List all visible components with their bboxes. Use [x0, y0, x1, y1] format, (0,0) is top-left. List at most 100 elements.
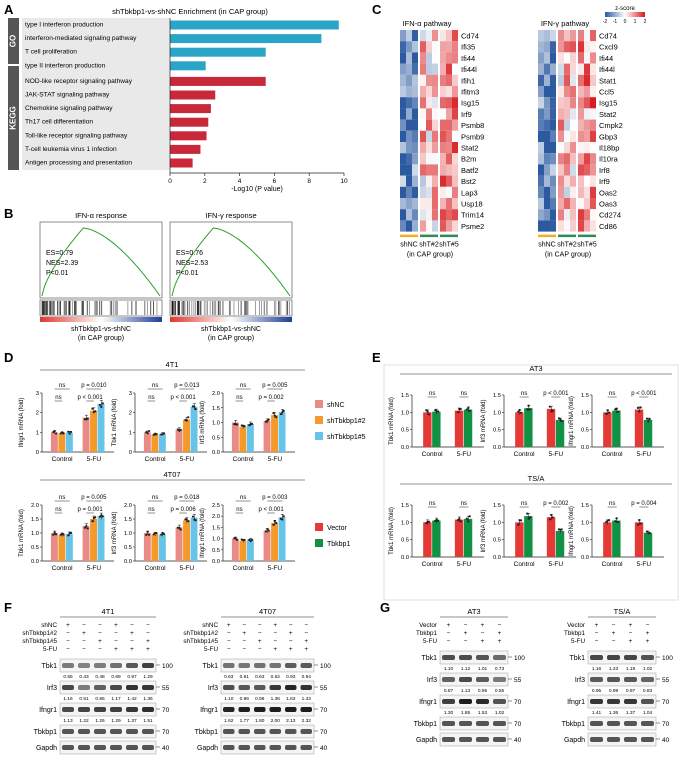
heatmap-cell [432, 74, 438, 86]
y-axis-label: Irf3 mRNA (fold) [481, 509, 487, 552]
y-tick-label: 1.0 [493, 410, 501, 416]
heatmap-cell [550, 220, 556, 232]
y-tick-label: 0.0 [212, 559, 220, 565]
protein-band [590, 655, 603, 660]
term-label: T cell proliferation [25, 49, 77, 56]
heatmap-cell [550, 52, 556, 64]
band-quantification: 1.36 [609, 710, 619, 716]
data-bar [239, 540, 247, 561]
heatmap-cell [544, 108, 550, 120]
band-quantification: 0.83 [643, 688, 653, 694]
data-point [459, 407, 462, 411]
data-point [52, 533, 55, 536]
condition-sign: + [82, 630, 86, 637]
heatmap-title: IFN-α pathway [403, 19, 452, 28]
data-point [467, 406, 470, 410]
data-point [605, 520, 608, 524]
heatmap-cell [584, 175, 590, 187]
heatmap-cell [426, 74, 432, 86]
heatmap-cell [570, 74, 576, 86]
y-tick-label: 1.0 [401, 520, 409, 526]
band-quantification: 1.29 [143, 674, 153, 680]
y-tick-label: 0.5 [493, 538, 501, 544]
condition-sign: − [66, 630, 70, 637]
protein-band [142, 745, 154, 750]
blot-membrane [59, 658, 157, 673]
band-quantification: 1.16 [63, 696, 73, 702]
heatmap-cell [550, 209, 556, 221]
heatmap-cell [578, 186, 584, 198]
data-point [243, 538, 246, 542]
panel-a-title: shTbkbp1-vs-shNC Enrichment (in CAP grou… [112, 7, 268, 16]
data-bar [555, 419, 565, 447]
significance-label: ns [609, 391, 615, 397]
blot-membrane [59, 724, 157, 739]
enrichment-bar [170, 34, 322, 44]
heatmap-cell [440, 119, 446, 131]
y-tick-label: 1.0 [212, 537, 220, 543]
heatmap-cell [590, 86, 596, 98]
x-tick-label: 4 [238, 178, 242, 185]
data-bar [612, 520, 621, 557]
protein-band [110, 707, 122, 712]
data-point [560, 419, 563, 423]
condition-sign: − [289, 638, 293, 645]
gene-label: Il18bp [599, 144, 619, 153]
data-point [86, 527, 89, 530]
data-point [468, 515, 471, 518]
heatmap-cell [558, 198, 564, 210]
gene-label: Ifi44l [461, 65, 477, 74]
condition-sign: + [481, 622, 485, 629]
protein-band [223, 663, 235, 668]
heatmap-cell [570, 209, 576, 221]
significance-label: p = 0.005 [81, 495, 107, 501]
protein-band [238, 663, 250, 668]
zscore-tick: 1 [634, 19, 637, 25]
heatmap-cell [590, 97, 596, 109]
gene-label: Psmb8 [461, 121, 484, 130]
heatmap-cell [452, 209, 458, 221]
heatmap-cell [440, 175, 446, 187]
group-label: 5-FU [268, 456, 283, 463]
data-point [94, 516, 97, 519]
data-point [607, 411, 611, 414]
gene-label: Trim14 [461, 211, 484, 220]
condition-sign: − [273, 630, 277, 637]
data-bar [50, 432, 58, 452]
heatmap-cell [406, 52, 412, 64]
rank-gradient-bar [170, 317, 292, 322]
data-bar [423, 412, 432, 447]
heatmap-cell [432, 220, 438, 232]
gene-label: Lap3 [461, 188, 478, 197]
data-point [639, 522, 642, 525]
protein-label: Tbk1 [202, 663, 218, 670]
data-point [146, 432, 149, 435]
data-point [551, 516, 554, 519]
gene-label: Psme2 [461, 222, 484, 231]
data-bar [158, 534, 166, 561]
condition-sign: − [114, 630, 118, 637]
heatmap-cell [412, 119, 418, 131]
data-bar [231, 422, 239, 452]
heatmap-cell [564, 153, 570, 165]
protein-label: Ifngr1 [419, 699, 437, 706]
heatmap-cell [426, 142, 432, 154]
band-quantification: 1.41 [592, 710, 602, 716]
heatmap-cell [406, 41, 412, 53]
heatmap-cell [406, 175, 412, 187]
protein-band [476, 737, 489, 742]
condition-sign: + [242, 630, 246, 637]
y-tick-label: 1.5 [581, 393, 589, 399]
x-tick-label: 6 [273, 178, 277, 185]
enrichment-bar [170, 117, 209, 127]
data-point [94, 410, 97, 413]
data-point [185, 419, 188, 422]
data-bar [603, 412, 612, 447]
data-point [456, 411, 460, 414]
heatmap-cell [558, 86, 564, 98]
heatmap-cell [590, 198, 596, 210]
gsea-xlabel: shTbkbp1-vs-shNC [201, 326, 261, 333]
data-point [179, 528, 182, 531]
heatmap-cell [452, 164, 458, 176]
condition-sign: − [98, 630, 102, 637]
